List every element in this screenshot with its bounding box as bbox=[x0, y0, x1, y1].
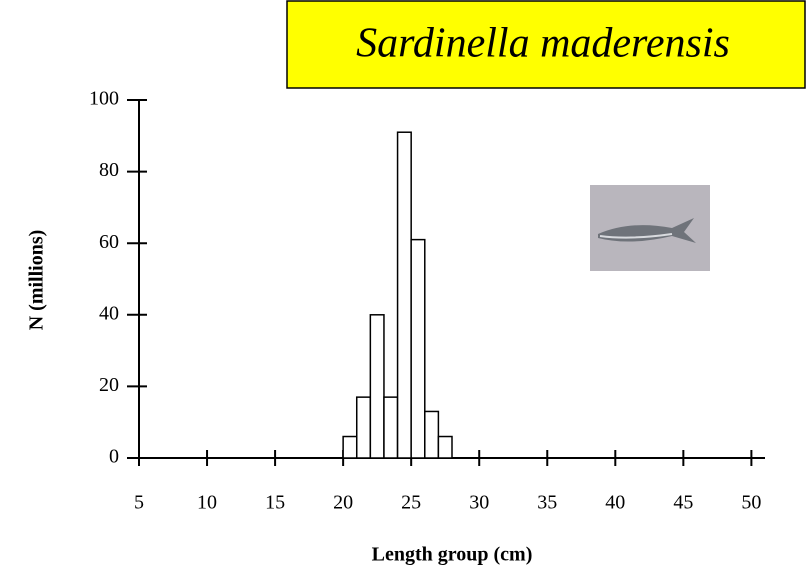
x-tick-label: 45 bbox=[673, 492, 693, 514]
y-axis-label: N (millions) bbox=[26, 230, 48, 331]
bar bbox=[383, 396, 399, 459]
x-tick-label: 25 bbox=[401, 492, 421, 514]
bar bbox=[369, 314, 385, 459]
bar bbox=[424, 410, 440, 459]
bar bbox=[410, 238, 426, 459]
chart-title: Sardinella maderensis bbox=[356, 21, 730, 67]
y-tick-label: 20 bbox=[99, 374, 119, 396]
y-tick-label: 60 bbox=[99, 231, 119, 253]
bar bbox=[396, 131, 412, 459]
x-tick-label: 15 bbox=[265, 492, 285, 514]
y-tick-label: 40 bbox=[99, 302, 119, 324]
x-tick-label: 20 bbox=[333, 492, 353, 514]
title-box bbox=[286, 0, 806, 89]
fish-photo bbox=[590, 185, 710, 271]
y-tick-label: 0 bbox=[109, 446, 119, 468]
x-tick-label: 35 bbox=[537, 492, 557, 514]
y-tick-label: 80 bbox=[99, 159, 119, 181]
bar bbox=[342, 435, 358, 459]
x-tick-label: 5 bbox=[134, 492, 144, 514]
y-tick-label: 100 bbox=[89, 88, 119, 110]
x-tick-label: 30 bbox=[469, 492, 489, 514]
x-tick-label: 40 bbox=[605, 492, 625, 514]
x-tick-label: 50 bbox=[741, 492, 761, 514]
x-tick-label: 10 bbox=[197, 492, 217, 514]
bar bbox=[437, 435, 453, 459]
bar bbox=[355, 396, 372, 459]
x-axis-label: Length group (cm) bbox=[372, 544, 533, 566]
